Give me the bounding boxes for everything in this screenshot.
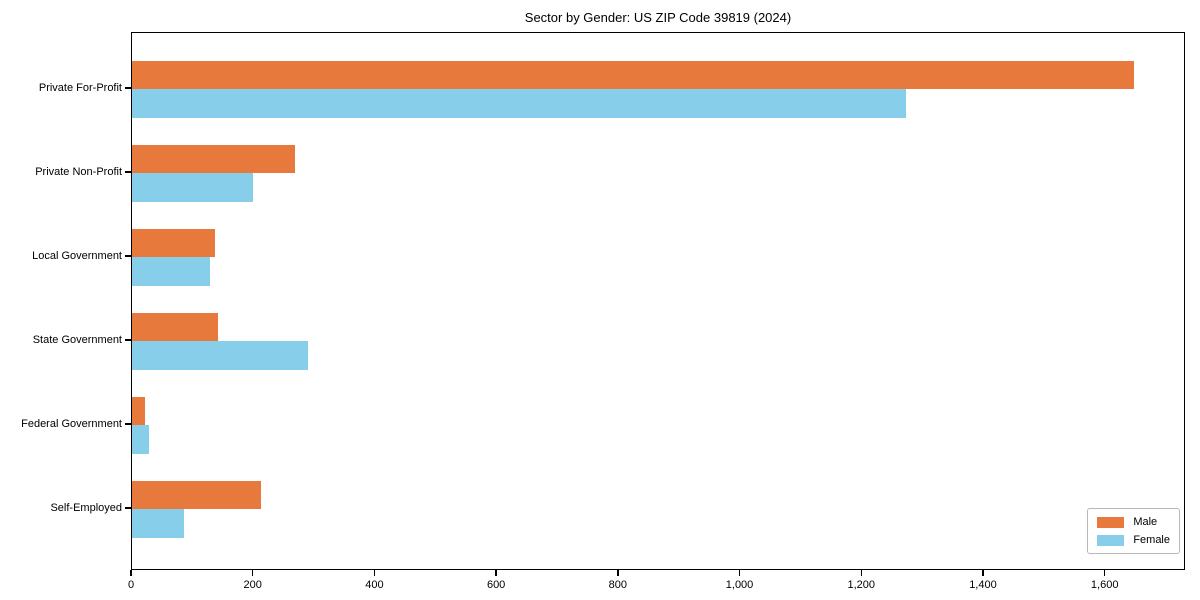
x-tick-label: 0	[127, 579, 135, 591]
legend-label-male: Male	[1133, 516, 1158, 528]
legend: Male Female	[1087, 508, 1180, 554]
bar-male-0	[132, 60, 1135, 89]
bar-female-1	[132, 173, 254, 202]
x-tick-label: 800	[608, 579, 628, 591]
legend-swatch-male	[1097, 516, 1125, 528]
x-tick-label: 1,400	[969, 579, 997, 591]
y-axis-label: Self-Employed	[50, 502, 122, 514]
x-tick-mark	[130, 570, 132, 576]
legend-swatch-female	[1097, 534, 1125, 546]
y-tick-mark	[125, 171, 131, 173]
x-tick-mark	[738, 570, 741, 576]
chart-title: Sector by Gender: US ZIP Code 39819 (202…	[524, 10, 792, 25]
legend-label-female: Female	[1133, 534, 1170, 546]
y-axis-label: State Government	[32, 334, 122, 346]
y-tick-mark	[125, 507, 131, 509]
legend-item-male: Male	[1097, 516, 1170, 528]
x-tick-mark	[495, 570, 497, 576]
x-tick-mark	[373, 570, 376, 576]
x-tick-label: 200	[243, 579, 262, 591]
y-axis-label: Private For-Profit	[38, 82, 122, 94]
y-tick-mark	[125, 255, 131, 257]
x-tick-mark	[251, 570, 254, 576]
y-tick-mark	[125, 423, 131, 425]
y-axis-label: Local Government	[32, 250, 122, 262]
y-axis-label: Private Non-Profit	[35, 166, 122, 178]
x-tick-label: 600	[486, 579, 506, 591]
bar-female-0	[132, 89, 907, 118]
bar-female-3	[132, 341, 309, 370]
x-tick-mark	[617, 570, 619, 576]
x-tick-label: 1,200	[847, 579, 876, 591]
y-tick-mark	[125, 87, 131, 89]
legend-item-female: Female	[1097, 534, 1170, 546]
x-tick-label: 1,000	[725, 579, 754, 591]
y-axis-label: Federal Government	[21, 418, 122, 430]
plot-area: Male Female	[131, 32, 1185, 570]
x-tick-label: 400	[365, 579, 384, 591]
bar-female-4	[132, 425, 149, 454]
x-tick-mark	[860, 570, 862, 576]
bar-male-1	[132, 144, 295, 173]
bar-male-4	[132, 396, 145, 425]
x-tick-label: 1,600	[1090, 579, 1119, 591]
bar-male-5	[132, 480, 261, 509]
y-tick-mark	[125, 339, 131, 341]
x-tick-mark	[982, 570, 984, 576]
x-tick-mark	[1103, 570, 1106, 576]
bar-male-3	[132, 312, 218, 341]
bar-female-5	[132, 509, 185, 538]
bar-male-2	[132, 228, 215, 257]
bar-female-2	[132, 257, 210, 286]
